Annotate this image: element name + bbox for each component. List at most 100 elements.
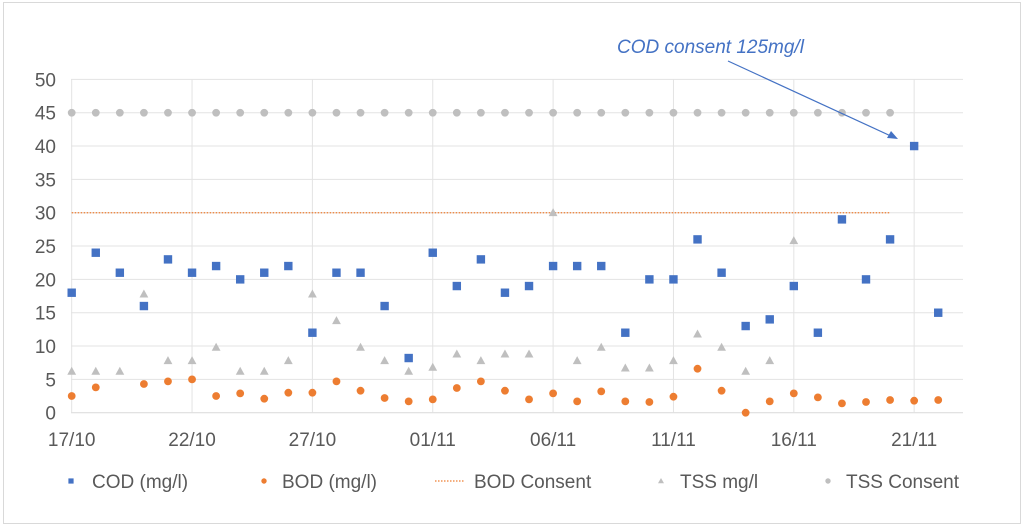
data-point	[212, 392, 221, 400]
data-point	[380, 356, 390, 365]
data-point	[332, 377, 341, 386]
data-point	[259, 366, 269, 375]
data-point	[741, 366, 751, 375]
legend-item: BOD Consent	[435, 472, 592, 493]
data-point	[524, 349, 534, 358]
legend-triangle-icon	[658, 478, 664, 484]
data-point	[308, 388, 317, 397]
x-tick-label: 17/10	[48, 430, 96, 451]
data-point	[404, 397, 413, 406]
data-point	[236, 389, 245, 398]
data-point	[308, 108, 317, 117]
data-point	[163, 356, 173, 365]
legend-circle-icon	[825, 478, 831, 484]
data-point	[644, 363, 654, 372]
data-point	[934, 308, 943, 317]
series-tss-consent	[67, 108, 894, 117]
series-tss-mg-l	[67, 208, 799, 375]
y-tick-label: 0	[45, 404, 56, 425]
data-point	[428, 362, 438, 371]
data-point	[140, 108, 148, 117]
legend-label: BOD (mg/l)	[282, 472, 377, 493]
data-point	[67, 288, 76, 297]
data-point	[188, 375, 196, 384]
data-point	[693, 329, 702, 338]
data-point	[115, 268, 125, 277]
chart-marks	[67, 108, 943, 417]
y-tick-label: 50	[35, 70, 56, 91]
data-point	[765, 108, 774, 117]
data-point	[235, 366, 245, 375]
data-point	[597, 261, 606, 271]
data-point	[717, 386, 726, 395]
legend-label: BOD Consent	[474, 472, 592, 493]
data-point	[886, 396, 894, 404]
data-point	[765, 315, 774, 324]
data-point	[572, 356, 582, 365]
legend-label: COD (mg/l)	[92, 472, 188, 493]
data-point	[549, 108, 557, 117]
data-point	[187, 356, 197, 365]
data-point	[669, 108, 678, 117]
data-point	[452, 349, 462, 358]
data-point	[139, 289, 149, 298]
data-point	[308, 328, 317, 337]
data-point	[693, 108, 702, 117]
data-point	[838, 399, 846, 408]
x-tick-label: 11/11	[651, 430, 696, 451]
data-point	[789, 236, 799, 245]
data-point	[669, 275, 678, 284]
data-point	[140, 380, 148, 388]
data-point	[813, 108, 822, 117]
data-point	[693, 235, 702, 244]
y-tick-label: 5	[45, 370, 56, 391]
data-point	[332, 316, 341, 325]
data-point	[500, 349, 510, 358]
data-point	[235, 275, 245, 284]
data-point	[789, 389, 798, 398]
data-point	[862, 108, 870, 117]
data-point	[91, 248, 100, 257]
data-point	[717, 342, 726, 351]
data-point	[861, 275, 871, 284]
data-point	[356, 342, 365, 351]
legend-item: COD (mg/l)	[68, 472, 188, 493]
data-point	[573, 108, 582, 117]
data-point	[501, 386, 509, 395]
x-tick-label: 22/10	[168, 430, 216, 451]
data-point	[163, 255, 173, 264]
y-tick-label: 25	[35, 237, 56, 258]
data-point	[645, 275, 654, 284]
chart-frame	[3, 2, 1021, 524]
data-point	[525, 395, 533, 404]
y-tick-label: 45	[35, 104, 56, 125]
y-tick-label: 40	[35, 137, 56, 158]
y-tick-label: 35	[35, 170, 56, 191]
data-point	[548, 261, 558, 271]
data-point	[284, 388, 293, 397]
data-point	[91, 366, 101, 375]
legend-item: BOD (mg/l)	[261, 472, 377, 493]
data-point	[91, 383, 100, 392]
data-point	[283, 356, 293, 365]
data-point	[332, 268, 341, 277]
data-point	[789, 281, 798, 291]
data-point	[597, 108, 606, 117]
x-axis-ticks: 17/10 22/10 27/10 01/11 06/11 11/11 16/11 21/11	[48, 430, 937, 451]
legend-square-icon	[68, 478, 74, 484]
data-point	[356, 386, 365, 395]
data-point	[476, 255, 486, 264]
data-point	[188, 108, 196, 117]
data-point	[356, 108, 365, 117]
data-point	[476, 108, 485, 117]
data-point	[669, 356, 678, 365]
data-point	[356, 268, 365, 277]
y-axis-ticks: 0 5 10 15 20 25 30 35 40 45 50	[35, 70, 56, 424]
data-point	[404, 108, 413, 117]
legend: COD (mg/l) BOD (mg/l) BOD Consent TSS mg/l T…	[68, 472, 960, 493]
data-point	[211, 342, 221, 351]
data-point	[765, 356, 775, 365]
data-point	[862, 398, 870, 406]
x-tick-label: 16/11	[771, 430, 817, 451]
